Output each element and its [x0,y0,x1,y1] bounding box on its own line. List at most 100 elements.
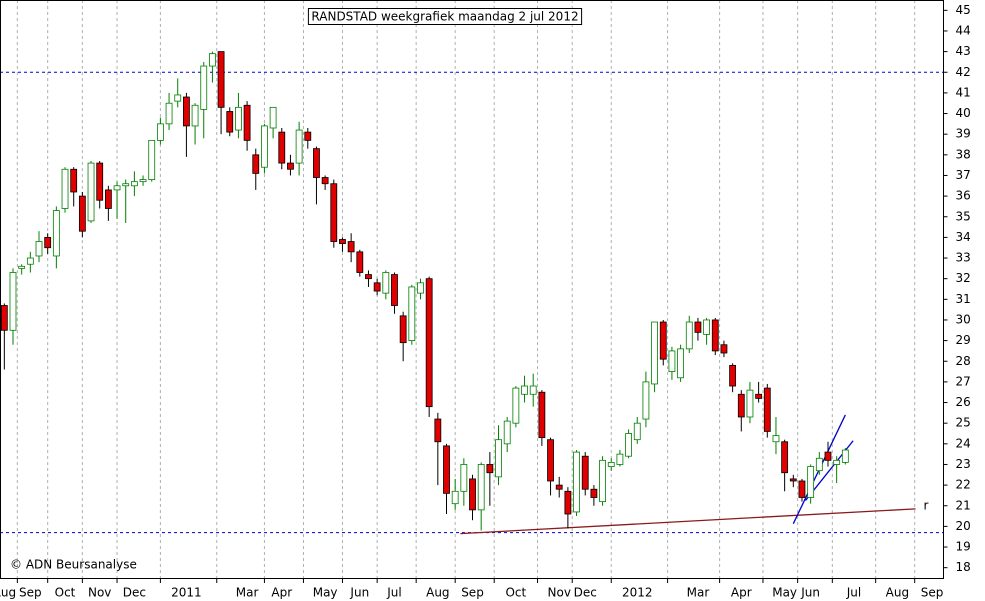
candle-body [538,391,546,439]
grid [0,0,944,578]
y-tick-label: 42 [956,65,971,79]
candle-body [356,251,364,273]
y-tick-label: 37 [956,168,971,182]
candle-body [599,459,606,503]
x-tick-label: Jul [846,586,861,600]
candle-body [191,104,199,127]
candle-body [87,162,95,222]
x-tick-label: Nov [548,586,571,600]
candle-body [841,449,849,463]
y-tick-label: 23 [956,457,971,471]
x-tick-label: May [772,586,797,600]
title-box [307,8,583,25]
y-tick-label: 44 [956,23,971,37]
candle-body [78,195,86,232]
candle-body [798,480,806,498]
candle-body [0,305,8,331]
candle-body [521,385,528,395]
copyright: © ADN Beursanalyse [10,558,137,572]
candle-body [477,464,485,511]
x-tick-label: Oct [505,586,526,600]
x-tick-label: Apr [731,586,752,600]
candle-body [278,131,286,164]
candle-body [486,464,494,474]
candle-body [694,321,702,333]
candle-body [590,488,598,498]
candle-body [625,433,632,457]
y-tick-label: 41 [956,85,971,99]
candle-body [807,466,815,498]
x-tick-label: Jun [800,586,820,600]
y-tick-label: 25 [956,416,971,430]
candle-body [165,102,173,125]
x-tick-label: Sep [19,586,42,600]
y-tick-label: 26 [956,395,971,409]
candle-body [460,464,468,492]
candle-body [789,478,797,482]
candle-body [781,441,789,474]
candle-body [339,239,346,244]
candle-body [287,162,294,170]
candle-body [495,439,502,478]
y-tick-label: 33 [956,251,971,265]
candle-body [434,418,442,443]
candle-body [96,162,104,201]
candle-body [763,387,771,432]
candle-body [235,106,242,131]
y-tick-label: 31 [956,292,971,306]
candle-body [659,321,667,360]
candle-body [703,319,711,335]
candle-body [564,490,572,515]
candle-body [44,236,52,249]
y-tick-label: 27 [956,374,971,388]
candle-body [512,387,520,424]
candle-body [633,422,641,441]
candle-body [755,393,763,399]
chart-title: RANDSTAD weekgrafiek maandag 2 jul 2012 [311,10,578,24]
candle-body [304,131,312,141]
y-tick-label: 19 [956,540,971,554]
candle-body [200,65,208,110]
y-tick-label: 20 [956,519,971,533]
candle-body [651,321,658,385]
y-tick-label: 36 [956,189,971,203]
candle-body [581,455,589,490]
candle-body [382,272,390,294]
y-tick-label: 43 [956,44,971,58]
x-tick-label: Mar [687,586,710,600]
candle-body [746,389,754,418]
candle-body [668,350,676,372]
candle-body [104,189,112,209]
candle-body [330,183,338,242]
y-tick-label: 35 [956,209,971,223]
y-tick-label: 28 [956,354,971,368]
candle-body [573,451,580,513]
candle-body [156,123,164,141]
candle-body [737,393,745,418]
x-tick-label: 2012 [622,586,653,600]
x-tick-label: Nov [88,586,111,600]
y-tick-label: 40 [956,106,971,120]
candle-body [824,451,832,461]
y-tick-label: 39 [956,127,971,141]
x-tick-label: Aug [426,586,449,600]
x-tick-label: Aug [886,586,909,600]
plot-frame [0,0,944,579]
x-tick-label: Dec [574,586,597,600]
candle-body [685,321,693,350]
candle-body [122,183,130,187]
candle-body [547,439,554,482]
candle-body [347,241,355,253]
candle-body [217,51,225,108]
x-tick-label: Jun [349,586,369,600]
candle-body [26,257,34,265]
candle-body [61,168,69,209]
x-tick-label: Apr [271,586,292,600]
plot: r [0,51,929,535]
candle-body [391,274,398,306]
candle-body [139,179,147,183]
candle-body [616,453,624,465]
